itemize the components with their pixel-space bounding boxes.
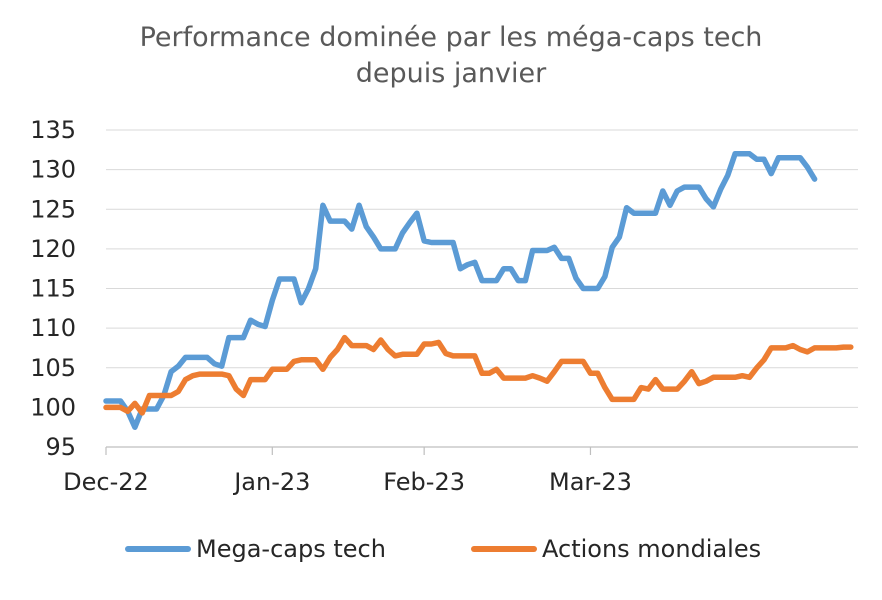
y-tick-label: 100 — [30, 393, 76, 421]
chart-title-line-2: depuis janvier — [356, 58, 547, 89]
gridlines — [106, 129, 858, 448]
y-tick-label: 125 — [30, 195, 76, 223]
y-tick-label: 110 — [30, 314, 76, 342]
chart-title-line-1: Performance dominée par les méga-caps te… — [140, 22, 763, 53]
x-tick-label: Dec-22 — [63, 468, 149, 496]
legend: Mega-caps tech Actions mondiales — [125, 535, 761, 563]
series-lines — [103, 151, 854, 430]
y-tick-label: 130 — [30, 156, 76, 184]
legend-label: Actions mondiales — [542, 535, 761, 563]
y-tick-label: 120 — [30, 235, 76, 263]
x-axis-ticks: Dec-22 Jan-23 Feb-23 Mar-23 — [63, 447, 632, 496]
y-tick-label: 95 — [45, 433, 76, 461]
series-line-actions-mondiales — [103, 334, 854, 416]
y-tick-label: 105 — [30, 354, 76, 382]
legend-label: Mega-caps tech — [196, 535, 386, 563]
x-tick-label: Feb-23 — [383, 468, 465, 496]
y-axis-ticks: 95 100 105 110 115 120 125 130 135 — [30, 116, 76, 461]
x-tick-label: Jan-23 — [232, 468, 310, 496]
series-line-mega-caps-tech — [103, 151, 818, 430]
y-tick-label: 135 — [30, 116, 76, 144]
x-tick-label: Mar-23 — [549, 468, 632, 496]
y-tick-label: 115 — [30, 275, 76, 303]
